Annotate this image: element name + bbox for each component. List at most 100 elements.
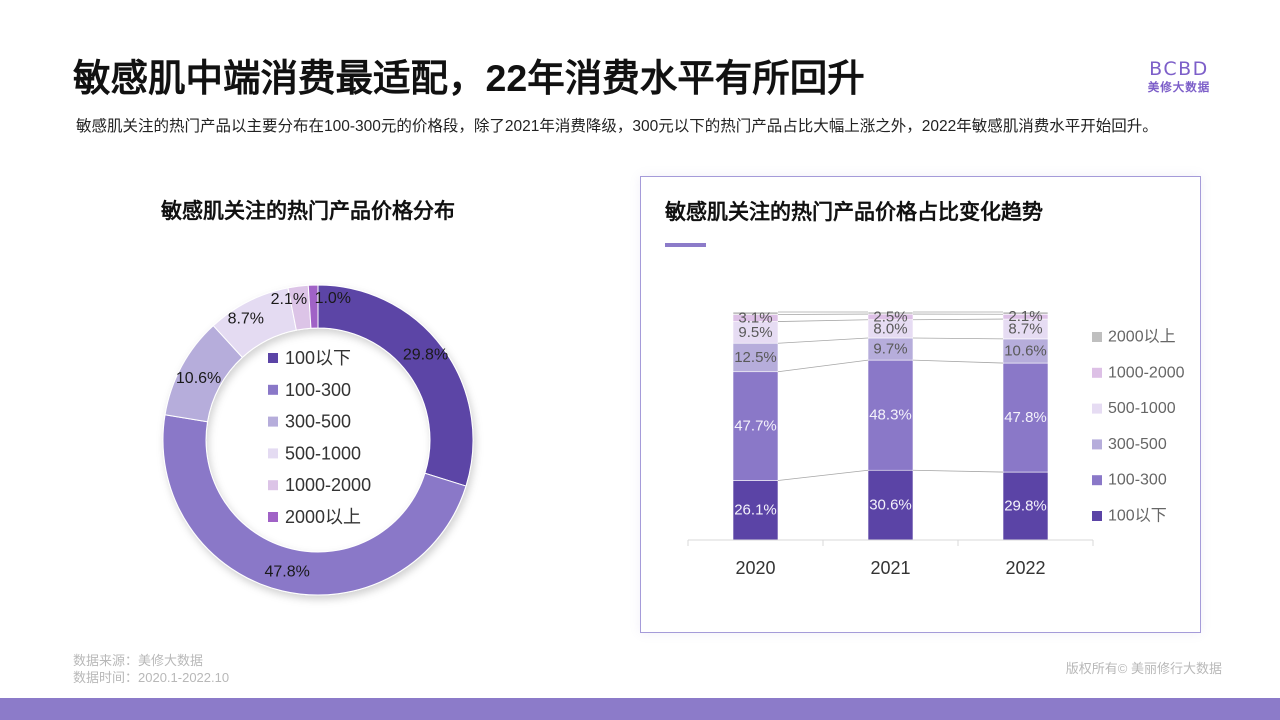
bar-value-label-300-500-2022: 10.6% xyxy=(1004,342,1047,359)
legend-swatch-100-300 xyxy=(268,384,278,395)
bar-segment-100-300-2022 xyxy=(1002,362,1049,473)
donut-value-label-1000-2000: 2.1% xyxy=(271,291,307,308)
legend-swatch-1000-2000 xyxy=(1092,367,1102,378)
legend-swatch-100-and-under xyxy=(268,353,278,363)
bar-segments xyxy=(732,311,1049,541)
series-line-500-1000 xyxy=(777,319,869,322)
legend-swatch-2000-and-over xyxy=(1092,332,1102,342)
bar-value-label-1000-2000-2022: 2.1% xyxy=(1008,308,1042,325)
legend-swatch-2000-and-over xyxy=(268,512,278,522)
legend-swatch-100-300 xyxy=(1092,475,1102,486)
series-line-100-300 xyxy=(777,359,869,373)
stacked-bar-chart: 26.1% 30.6% 29.8% 47.7% 48.3% 47.8% 12.5% 9.7% 1… xyxy=(687,308,1185,578)
legend-label-2000-and-over: 2000以上 xyxy=(285,507,361,527)
x-tick-label-2020: 2020 xyxy=(735,558,775,578)
bar-segment-100-300-2021 xyxy=(867,359,914,471)
donut-value-label-100-and-under: 29.8% xyxy=(403,346,448,363)
bar-segment-2000-and-over-2021 xyxy=(867,311,914,315)
donut-legend-item-100-and-under: 100以下 xyxy=(268,348,351,368)
donut-legend-item-100-300: 100-300 xyxy=(268,380,351,400)
donut-chart-title: 敏感肌关注的热门产品价格分布 xyxy=(161,200,455,223)
bar-value-label-1000-2000-2021: 2.5% xyxy=(873,308,907,325)
bar-series-lines xyxy=(777,311,1004,481)
donut-value-label-300-500: 10.6% xyxy=(176,370,221,387)
x-tick-label-2021: 2021 xyxy=(870,558,910,578)
bar-value-label-100-300-2022: 47.8% xyxy=(1004,409,1047,426)
brand-logo: BCBD 美修大数据 xyxy=(1140,57,1218,96)
bar-segment-2000-and-over-2022 xyxy=(1002,311,1049,315)
series-line-100-and-under xyxy=(777,469,869,481)
bar-legend-item-2000-and-over: 2000以上 xyxy=(1092,328,1176,346)
bar-legend-item-100-and-under: 100以下 xyxy=(1092,508,1167,525)
bar-legend-item-300-500: 300-500 xyxy=(1092,436,1167,453)
donut-slice-2000-and-over xyxy=(307,284,319,329)
title-accent-bar xyxy=(665,243,706,247)
bar-segment-2000-and-over-2020 xyxy=(732,311,779,315)
legend-swatch-500-1000 xyxy=(1092,403,1102,414)
bar-value-labels: 26.1% 30.6% 29.8% 47.7% 48.3% 47.8% 12.5% 9.7% 1… xyxy=(734,308,1047,519)
footer-source: 数据来源：美修大数据 xyxy=(73,653,204,668)
bottom-band xyxy=(0,698,1280,720)
legend-label-300-500: 300-500 xyxy=(1108,436,1167,453)
legend-swatch-300-500 xyxy=(1092,439,1102,450)
bar-value-label-500-1000-2020: 9.5% xyxy=(738,324,772,341)
bar-segment-300-500-2022 xyxy=(1002,338,1049,364)
slide-title: 敏感肌中端消费最适配，22年消费水平有所回升 xyxy=(73,57,865,99)
series-line-100-300 xyxy=(912,359,1004,364)
bar-segment-100-and-under-2022 xyxy=(1002,471,1049,541)
donut-chart: 29.8% 47.8% 10.6% 8.7% 2.1% 1.0% 100以下 100-300… xyxy=(162,284,474,596)
legend-label-500-1000: 500-1000 xyxy=(1108,400,1176,417)
series-line-300-500 xyxy=(777,337,869,344)
bar-value-label-500-1000-2021: 8.0% xyxy=(873,320,907,337)
x-axis: 2020 2021 2022 xyxy=(687,539,1094,578)
bar-value-label-300-500-2021: 9.7% xyxy=(873,341,907,358)
bar-value-label-300-500-2020: 12.5% xyxy=(734,349,777,366)
donut-legend-item-2000-and-over: 2000以上 xyxy=(268,507,361,527)
logo-name: 美修大数据 xyxy=(1147,82,1211,94)
bar-legend-item-1000-2000: 1000-2000 xyxy=(1092,364,1185,381)
donut-value-labels: 29.8% 47.8% 10.6% 8.7% 2.1% 1.0% xyxy=(176,290,448,580)
donut-value-label-100-300: 47.8% xyxy=(265,563,310,580)
legend-swatch-100-and-under xyxy=(1092,511,1102,521)
donut-slices xyxy=(162,284,474,596)
bar-value-label-100-300-2021: 48.3% xyxy=(869,407,912,424)
legend-label-100-and-under: 100以下 xyxy=(1108,508,1167,525)
legend-swatch-1000-2000 xyxy=(268,480,278,491)
bar-segment-300-500-2020 xyxy=(732,342,779,373)
bar-legend: 2000以上 1000-2000 500-1000 300-500 100-300 100… xyxy=(1092,328,1185,525)
donut-value-label-500-1000: 8.7% xyxy=(228,310,264,327)
footer-period: 数据时间：2020.1-2022.10 xyxy=(73,670,230,685)
donut-legend-item-1000-2000: 1000-2000 xyxy=(268,475,371,495)
series-line-300-500 xyxy=(912,337,1004,340)
legend-label-1000-2000: 1000-2000 xyxy=(1108,364,1185,381)
bar-value-label-100-and-under-2021: 30.6% xyxy=(869,497,912,514)
bar-value-label-100-300-2020: 47.7% xyxy=(734,418,777,435)
donut-value-label-2000-and-over: 1.0% xyxy=(315,290,351,307)
x-tick-label-2022: 2022 xyxy=(1005,558,1045,578)
bar-legend-item-500-1000: 500-1000 xyxy=(1092,400,1176,417)
series-line-100-and-under xyxy=(912,469,1004,473)
bar-value-label-500-1000-2022: 8.7% xyxy=(1008,320,1042,337)
donut-slice-100-300 xyxy=(162,414,467,596)
legend-label-2000-and-over: 2000以上 xyxy=(1108,328,1176,346)
legend-swatch-500-1000 xyxy=(268,448,278,459)
bar-value-label-100-and-under-2020: 26.1% xyxy=(734,502,777,519)
legend-label-100-300: 100-300 xyxy=(285,380,351,400)
bar-segment-100-and-under-2020 xyxy=(732,480,779,541)
bar-chart-title: 敏感肌关注的热门产品价格占比变化趋势 xyxy=(665,201,1043,224)
logo-mark: BCBD xyxy=(1149,58,1209,80)
legend-label-100-and-under: 100以下 xyxy=(285,348,351,368)
donut-legend: 100以下 100-300 300-500 500-1000 1000-2000 2000… xyxy=(268,348,371,527)
bar-value-label-100-and-under-2022: 29.8% xyxy=(1004,498,1047,515)
bar-segment-100-300-2020 xyxy=(732,371,779,481)
donut-legend-item-500-1000: 500-1000 xyxy=(268,443,361,463)
legend-label-1000-2000: 1000-2000 xyxy=(285,475,371,495)
footer-copyright: 版权所有© 美丽修行大数据 xyxy=(1065,661,1222,676)
legend-label-300-500: 300-500 xyxy=(285,412,351,432)
legend-label-100-300: 100-300 xyxy=(1108,472,1167,489)
slide-subtitle: 敏感肌关注的热门产品以主要分布在100-300元的价格段，除了2021年消费降级… xyxy=(76,118,1158,135)
legend-label-500-1000: 500-1000 xyxy=(285,443,361,463)
legend-swatch-300-500 xyxy=(268,416,278,427)
bar-value-label-1000-2000-2020: 3.1% xyxy=(738,310,772,327)
